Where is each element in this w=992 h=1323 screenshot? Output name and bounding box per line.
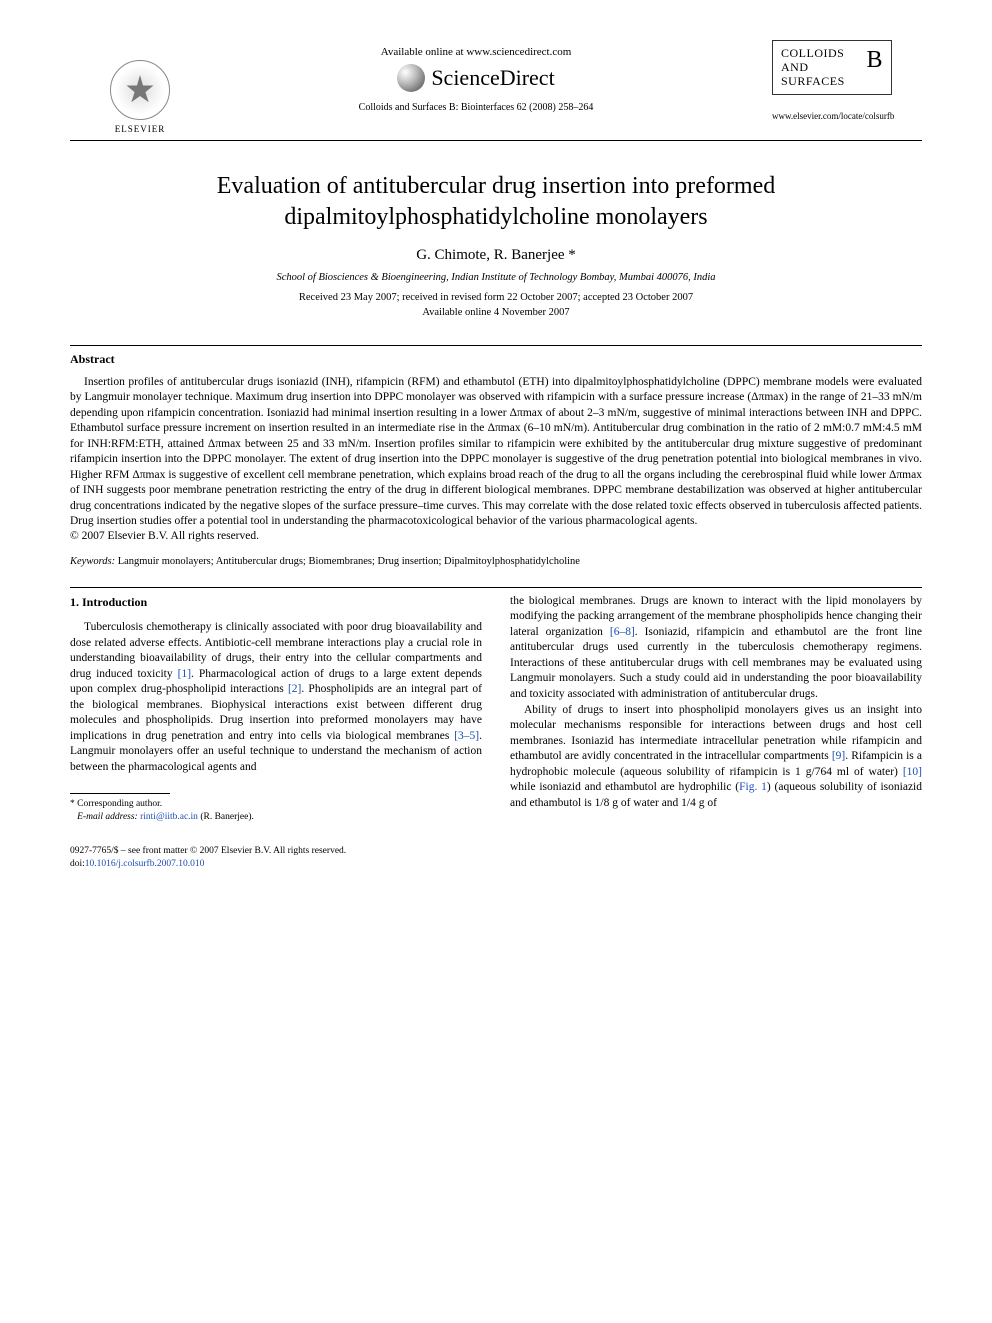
keywords-label: Keywords: bbox=[70, 556, 115, 567]
journal-line-3: SURFACES bbox=[781, 75, 845, 89]
journal-line-1: COLLOIDS bbox=[781, 47, 845, 61]
rule-after-dates bbox=[70, 345, 922, 346]
availability-line: Available online at www.sciencedirect.co… bbox=[180, 46, 772, 58]
publisher-header: ELSEVIER Available online at www.science… bbox=[70, 40, 922, 134]
intro-para-2: Ability of drugs to insert into phosphol… bbox=[510, 703, 922, 812]
sciencedirect-text: ScienceDirect bbox=[431, 65, 554, 91]
journal-title-box: COLLOIDS AND SURFACES B bbox=[772, 40, 892, 95]
intro-heading: 1. Introduction bbox=[70, 594, 482, 610]
article-dates: Received 23 May 2007; received in revise… bbox=[70, 291, 922, 320]
email-line: E-mail address: rinti@iitb.ac.in (R. Ban… bbox=[70, 811, 482, 823]
journal-cover-box: COLLOIDS AND SURFACES B www.elsevier.com… bbox=[772, 40, 892, 121]
ref-9[interactable]: [9] bbox=[832, 750, 845, 762]
intro-para-1: Tuberculosis chemotherapy is clinically … bbox=[70, 620, 482, 775]
article-title: Evaluation of antitubercular drug insert… bbox=[130, 171, 862, 233]
elsevier-tree-icon bbox=[110, 60, 170, 120]
column-right: the biological membranes. Drugs are know… bbox=[510, 594, 922, 823]
column-left: 1. Introduction Tuberculosis chemotherap… bbox=[70, 594, 482, 823]
ref-1[interactable]: [1] bbox=[178, 668, 191, 680]
ref-10[interactable]: [10] bbox=[903, 766, 922, 778]
ref-2[interactable]: [2] bbox=[288, 683, 301, 695]
footnote-block: * Corresponding author. E-mail address: … bbox=[70, 798, 482, 823]
available-line: Available online 4 November 2007 bbox=[422, 307, 569, 318]
elsevier-logo: ELSEVIER bbox=[100, 60, 180, 134]
email-address[interactable]: rinti@iitb.ac.in bbox=[140, 812, 198, 822]
keywords-text: Langmuir monolayers; Antitubercular drug… bbox=[118, 556, 580, 567]
sciencedirect-logo: ScienceDirect bbox=[397, 64, 554, 92]
journal-url: www.elsevier.com/locate/colsurfb bbox=[772, 111, 892, 121]
footnote-separator bbox=[70, 793, 170, 794]
doi-label: doi: bbox=[70, 859, 85, 869]
footer: 0927-7765/$ – see front matter © 2007 El… bbox=[70, 845, 922, 871]
corresponding-author: * Corresponding author. bbox=[70, 798, 482, 810]
intro-para-1-cont: the biological membranes. Drugs are know… bbox=[510, 594, 922, 703]
abstract-copyright: © 2007 Elsevier B.V. All rights reserved… bbox=[70, 530, 922, 542]
doi-link[interactable]: 10.1016/j.colsurfb.2007.10.010 bbox=[85, 859, 205, 869]
keywords: Keywords: Langmuir monolayers; Antituber… bbox=[70, 556, 922, 567]
ref-3-5[interactable]: [3–5] bbox=[454, 730, 479, 742]
journal-line-2: AND bbox=[781, 61, 845, 75]
fig-1-link[interactable]: Fig. 1 bbox=[739, 781, 767, 793]
affiliation: School of Biosciences & Bioengineering, … bbox=[70, 272, 922, 283]
received-line: Received 23 May 2007; received in revise… bbox=[299, 292, 693, 303]
header-center: Available online at www.sciencedirect.co… bbox=[180, 40, 772, 113]
rule-after-keywords bbox=[70, 587, 922, 588]
body-columns: 1. Introduction Tuberculosis chemotherap… bbox=[70, 594, 922, 823]
abstract-heading: Abstract bbox=[70, 352, 922, 367]
journal-series-letter: B bbox=[866, 47, 883, 75]
rule-top bbox=[70, 140, 922, 141]
journal-reference: Colloids and Surfaces B: Biointerfaces 6… bbox=[180, 102, 772, 113]
elsevier-label: ELSEVIER bbox=[115, 124, 166, 134]
sciencedirect-orb-icon bbox=[397, 64, 425, 92]
abstract-text: Insertion profiles of antitubercular dru… bbox=[70, 375, 922, 530]
front-matter-line: 0927-7765/$ – see front matter © 2007 El… bbox=[70, 846, 346, 856]
ref-6-8[interactable]: [6–8] bbox=[610, 626, 635, 638]
authors: G. Chimote, R. Banerjee * bbox=[70, 247, 922, 264]
